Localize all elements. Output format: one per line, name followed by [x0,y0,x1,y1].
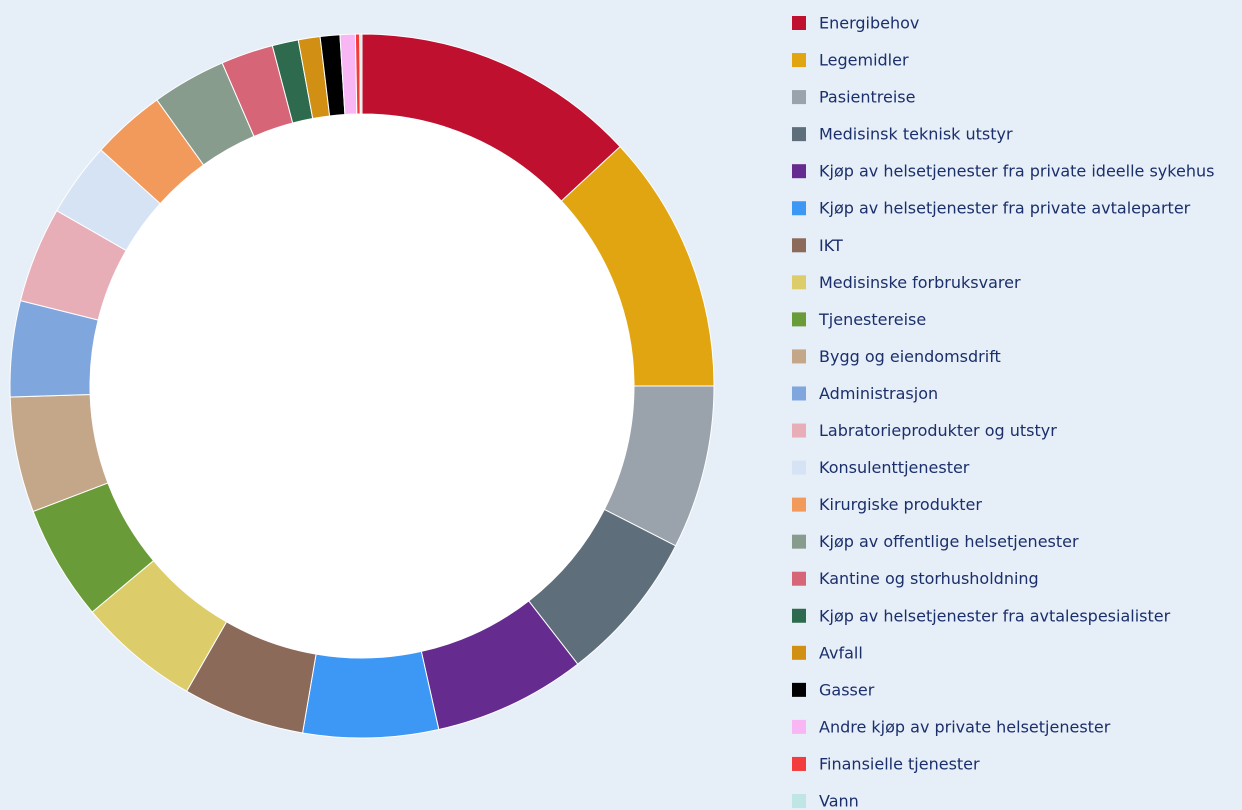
legend-swatch[interactable] [792,534,806,549]
legend-swatch[interactable] [792,497,806,512]
legend-label[interactable]: Medisinsk teknisk utstyr [819,125,1013,144]
donut-hole [90,114,634,658]
legend-swatch[interactable] [792,682,806,697]
legend-label[interactable]: Medisinske forbruksvarer [819,273,1021,292]
legend-swatch[interactable] [792,349,806,364]
legend-swatch[interactable] [792,312,806,327]
legend-label[interactable]: Labratorieprodukter og utstyr [819,421,1057,440]
legend-label[interactable]: Kirurgiske produkter [819,495,982,514]
legend-swatch[interactable] [792,275,806,290]
legend-label[interactable]: Administrasjon [819,384,938,403]
legend-swatch[interactable] [792,794,806,808]
legend-swatch[interactable] [792,201,806,216]
legend-swatch[interactable] [792,608,806,623]
legend-label[interactable]: Pasientreise [819,88,915,107]
legend-swatch[interactable] [792,756,806,771]
legend-label[interactable]: Legemidler [819,51,909,70]
legend-swatch[interactable] [792,386,806,401]
legend-swatch[interactable] [792,719,806,734]
donut-slice [301,650,440,739]
legend-swatch[interactable] [792,53,806,68]
legend-swatch[interactable] [792,460,806,475]
legend-label[interactable]: IKT [819,236,843,255]
legend-label[interactable]: Tjenestereise [818,310,926,329]
legend-label[interactable]: Gasser [819,680,875,699]
legend-label[interactable]: Kantine og storhusholdning [819,569,1039,588]
legend-label[interactable]: Energibehov [819,14,919,33]
legend-label[interactable]: Kjøp av helsetjenester fra private avtal… [819,199,1191,218]
legend-label[interactable]: Kjøp av helsetjenester fra private ideel… [819,162,1214,181]
legend-swatch[interactable] [792,90,806,105]
legend-swatch[interactable] [792,238,806,253]
legend-swatch[interactable] [792,164,806,179]
legend-swatch[interactable] [792,127,806,142]
legend-label[interactable]: Kjøp av offentlige helsetjenester [819,532,1079,551]
legend-label[interactable]: Bygg og eiendomsdrift [819,347,1001,366]
legend-label[interactable]: Avfall [819,643,863,662]
legend-label[interactable]: Finansielle tjenester [819,754,980,773]
legend-label[interactable]: Vann [819,792,859,810]
legend-swatch[interactable] [792,423,806,438]
legend-label[interactable]: Andre kjøp av private helsetjenester [819,717,1111,736]
donut-slice [359,33,363,115]
legend-swatch[interactable] [792,571,806,586]
legend-label[interactable]: Konsulenttjenester [819,458,970,477]
legend-label[interactable]: Kjøp av helsetjenester fra avtalespesial… [819,606,1171,625]
legend-swatch[interactable] [792,16,806,30]
legend-swatch[interactable] [792,645,806,660]
